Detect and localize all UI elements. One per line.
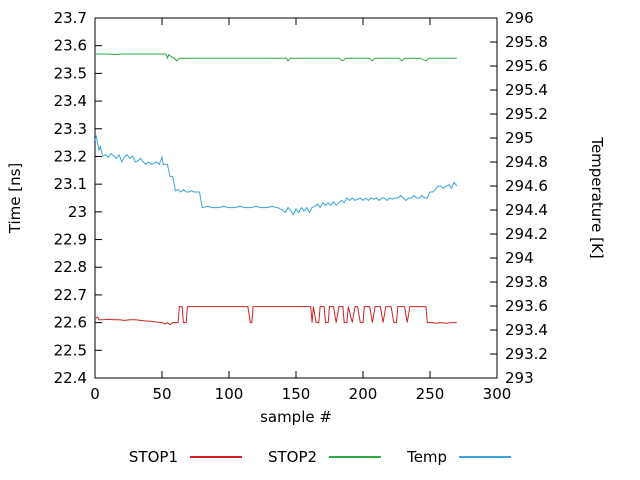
y-left-tick-label: 23.6 — [54, 37, 87, 55]
legend-item-stop1: STOP1 — [129, 448, 242, 466]
y-right-tick-label: 294.2 — [505, 225, 548, 243]
legend-item-temp: Temp — [407, 448, 512, 466]
y-left-tick-label: 22.5 — [54, 341, 87, 359]
y-right-tick-label: 296 — [505, 9, 534, 27]
y-right-tick-label: 293.2 — [505, 345, 548, 363]
x-tick-label: 100 — [215, 385, 244, 403]
y-right-tick-label: 295.6 — [505, 57, 548, 75]
y-axis-right-title: Temperature [K] — [588, 136, 606, 258]
y-right-tick-label: 294.8 — [505, 153, 548, 171]
x-tick-label: 250 — [416, 385, 445, 403]
y-left-tick-label: 22.8 — [54, 258, 87, 276]
x-tick-label: 150 — [282, 385, 311, 403]
y-right-tick-label: 293.8 — [505, 273, 548, 291]
y-left-tick-label: 22.6 — [54, 314, 87, 332]
x-tick-label: 0 — [90, 385, 100, 403]
plot-area: 0 50 100 150 200 250 300 22.4 22.5 22.6 22.7 22.8 22… — [54, 9, 548, 403]
y-right-tick-label: 295 — [505, 129, 534, 147]
y-right-tick-label: 295.4 — [505, 81, 548, 99]
y-left-tick-label: 23.7 — [54, 9, 87, 27]
legend-line-swatch — [190, 456, 242, 458]
series-stop1-line — [94, 306, 457, 326]
y-right-tick-label: 295.8 — [505, 33, 548, 51]
x-tick-label: 300 — [483, 385, 512, 403]
y-left-tick-label: 23 — [68, 203, 87, 221]
plot-border — [94, 17, 498, 379]
y-right-tick-label: 293.4 — [505, 321, 548, 339]
y-axis-left-title: Time [ns] — [6, 163, 24, 235]
y-left-tick-label: 22.7 — [54, 286, 87, 304]
legend-item-stop2: STOP2 — [268, 448, 382, 466]
legend-label: Temp — [407, 448, 448, 466]
y-left-tick-label: 23.3 — [54, 120, 87, 138]
y-left-tick-label: 23.5 — [54, 64, 87, 82]
series-temp-line — [94, 135, 458, 216]
x-tick-label: 200 — [349, 385, 378, 403]
y-right-tick-label: 294 — [505, 249, 534, 267]
y-left-tick-label: 22.4 — [54, 369, 87, 387]
x-tick-label: 50 — [152, 385, 171, 403]
y-left-tick-label: 23.4 — [54, 92, 87, 110]
legend-line-swatch — [329, 456, 382, 458]
legend: STOP1 STOP2 Temp — [0, 448, 640, 466]
y-left-tick-label: 23.2 — [54, 147, 87, 165]
y-right-tick-label: 293 — [505, 369, 534, 387]
legend-line-swatch — [459, 456, 512, 458]
y-left-tick-label: 22.9 — [54, 231, 87, 249]
y-right-tick-label: 294.4 — [505, 201, 548, 219]
x-axis-title: sample # — [260, 408, 332, 426]
y-right-tick-label: 293.6 — [505, 297, 548, 315]
y-left-tick-label: 23.1 — [54, 175, 87, 193]
y-right-tick-label: 295.2 — [505, 105, 548, 123]
series-stop2-line — [95, 53, 457, 62]
legend-label: STOP1 — [128, 448, 178, 466]
legend-label: STOP2 — [268, 448, 318, 466]
y-right-tick-label: 294.6 — [505, 177, 548, 195]
